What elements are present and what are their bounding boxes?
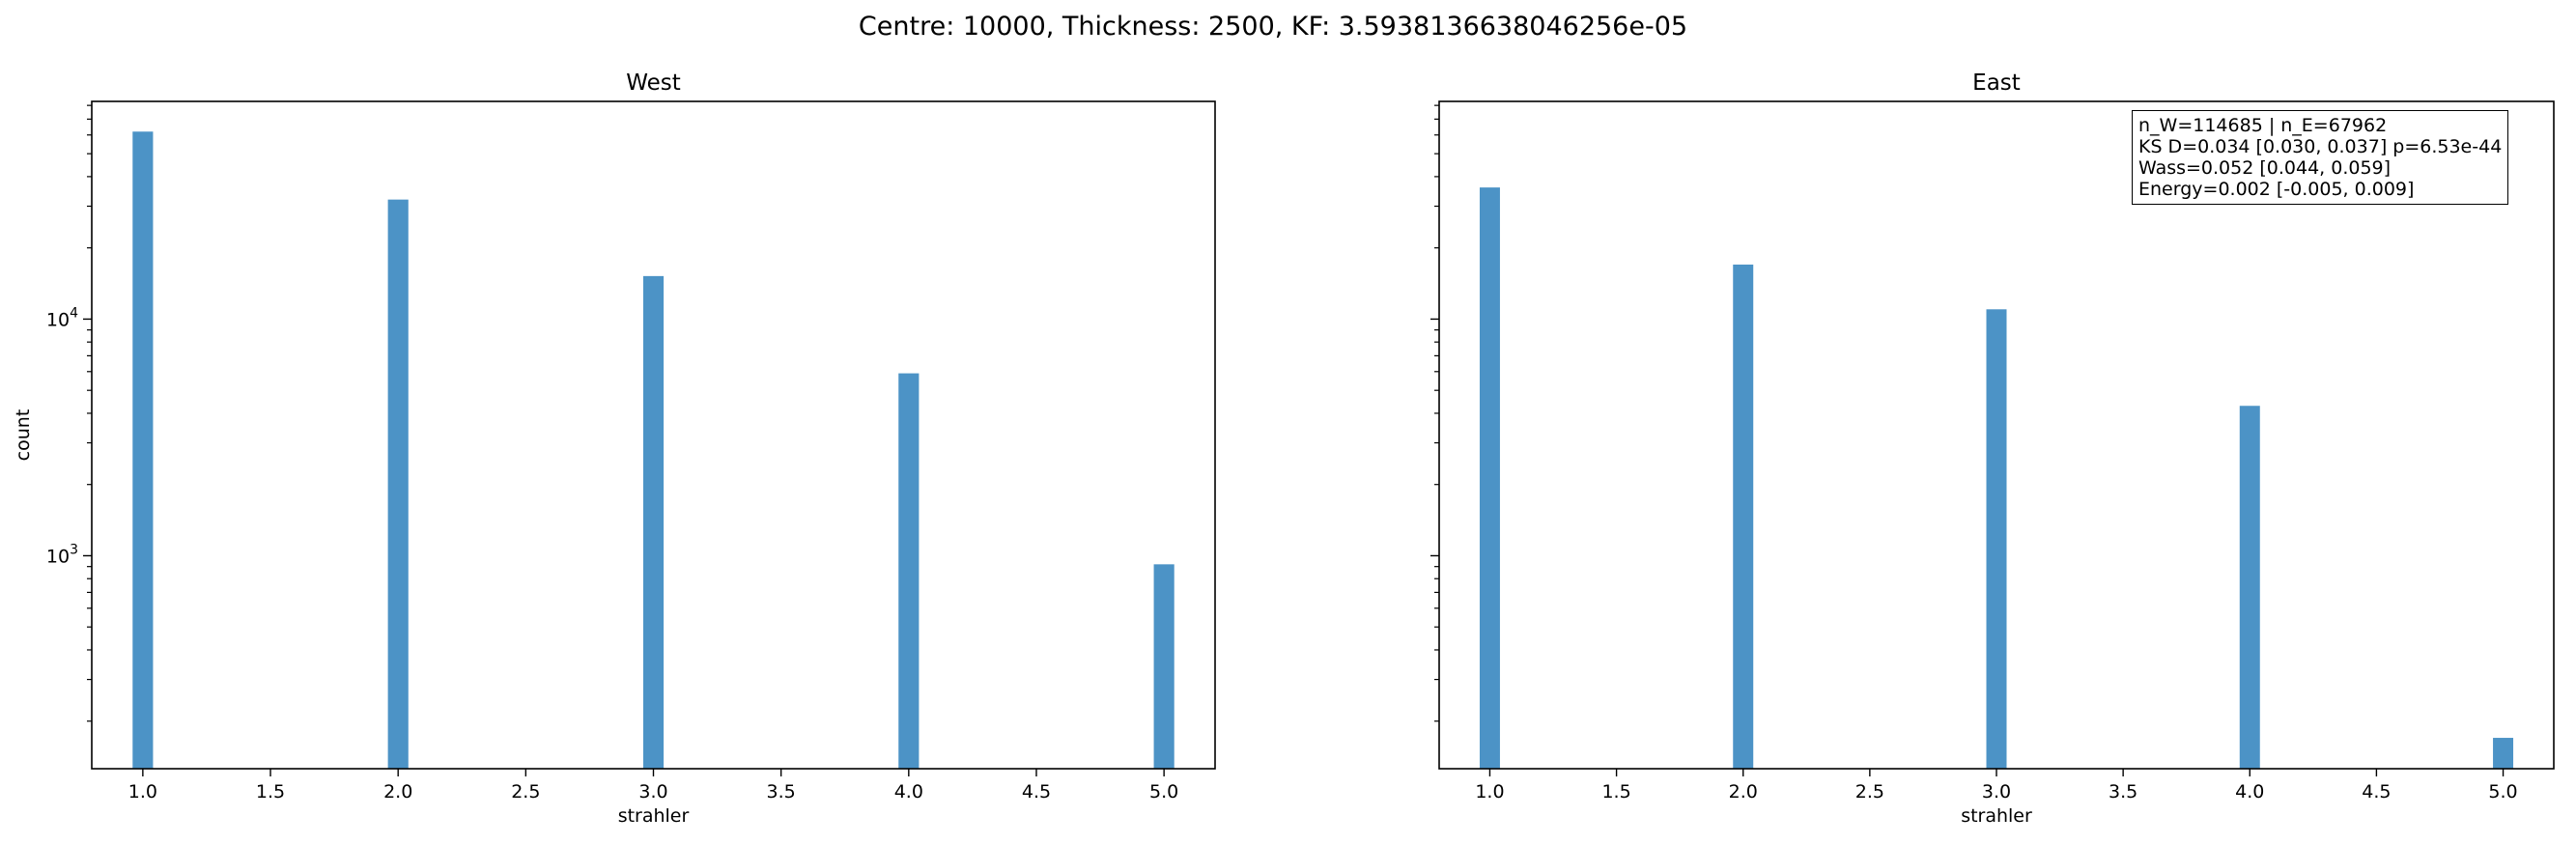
panel-title: West	[626, 70, 681, 96]
panel-west: 1.0 1.5 2.0 2.5 3.0 3.5 4.0 4.5 5.0 103 104 West str…	[13, 70, 1216, 827]
bar-strahler-4	[898, 373, 920, 769]
x-tick-label: 2.5	[1855, 781, 1884, 803]
panel-east: 1.0 1.5 2.0 2.5 3.0 3.5 4.0 4.5 5.0 East strahler	[1430, 70, 2555, 827]
y-tick-label: 103	[46, 542, 78, 567]
x-tick-label: 4.0	[2235, 781, 2264, 803]
x-tick-label: 4.0	[894, 781, 923, 803]
panel-title: East	[1972, 70, 2021, 96]
bar-strahler-3	[642, 275, 665, 769]
bar-strahler-4	[2239, 406, 2260, 769]
x-tick-label: 5.0	[1149, 781, 1178, 803]
figure-title: Centre: 10000, Thickness: 2500, KF: 3.59…	[859, 12, 1687, 42]
y-tick-label: 104	[46, 305, 78, 330]
bar-strahler-2	[1733, 264, 1754, 770]
x-tick-label: 4.5	[1022, 781, 1051, 803]
x-tick-label: 2.0	[1729, 781, 1758, 803]
x-tick-label: 3.0	[1982, 781, 2011, 803]
x-axis-label: strahler	[1961, 805, 2032, 827]
annotation-line: KS D=0.034 [0.030, 0.037] p=6.53e-44	[2138, 136, 2503, 157]
x-tick-label: 3.0	[638, 781, 667, 803]
x-tick-label: 1.0	[128, 781, 157, 803]
x-tick-label: 1.0	[1475, 781, 1504, 803]
annotation-line: Energy=0.002 [-0.005, 0.009]	[2138, 179, 2415, 200]
x-tick-label: 3.5	[767, 781, 796, 803]
bar-strahler-5	[2493, 738, 2514, 769]
bar-strahler-3	[1986, 309, 2007, 769]
bar-strahler-1	[132, 131, 154, 769]
stats-annotation-box: n_W=114685 | n_E=67962 KS D=0.034 [0.030,…	[2132, 110, 2509, 205]
x-tick-label: 1.5	[256, 781, 285, 803]
y-axis-label: count	[13, 409, 34, 462]
x-tick-label: 3.5	[2109, 781, 2137, 803]
x-tick-label: 4.5	[2362, 781, 2391, 803]
x-axis-label: strahler	[618, 805, 690, 827]
bar-strahler-5	[1153, 564, 1175, 769]
x-tick-label: 2.5	[511, 781, 540, 803]
x-tick-label: 1.5	[1601, 781, 1630, 803]
annotation-line: Wass=0.052 [0.044, 0.059]	[2138, 157, 2392, 179]
x-tick-label: 5.0	[2488, 781, 2517, 803]
bar-strahler-2	[387, 199, 409, 769]
annotation-line: n_W=114685 | n_E=67962	[2138, 115, 2388, 136]
x-tick-label: 2.0	[383, 781, 412, 803]
bar-strahler-1	[1479, 187, 1500, 769]
